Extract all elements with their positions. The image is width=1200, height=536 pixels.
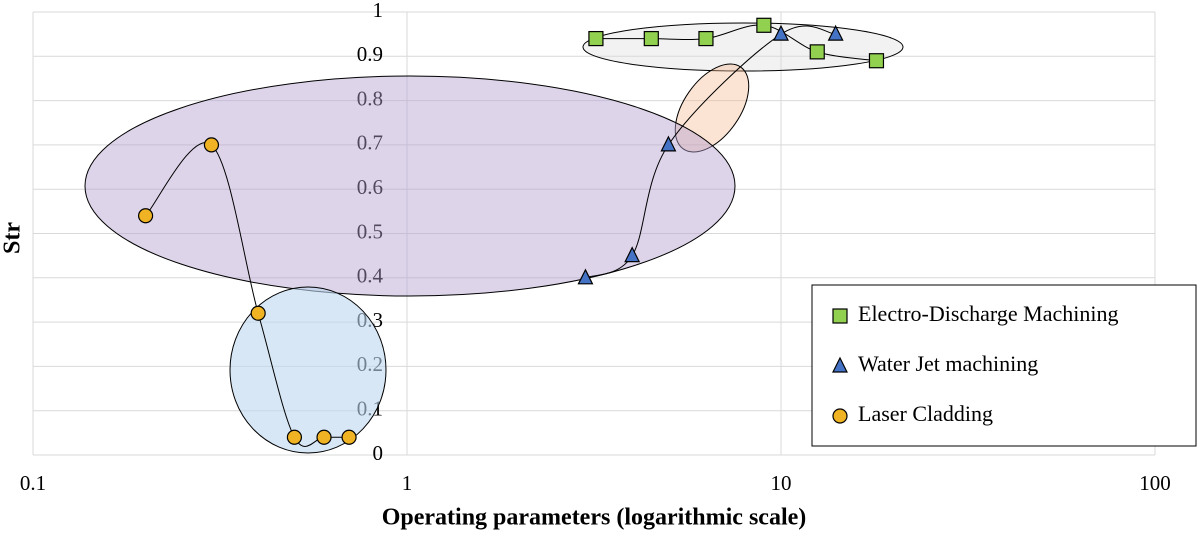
regions — [84, 22, 904, 454]
point — [316, 429, 332, 445]
y-axis-title: Str — [0, 222, 26, 254]
legend: Electro-Discharge Machining Water Jet mac… — [832, 301, 1118, 426]
legend-label: Electro-Discharge Machining — [858, 301, 1118, 326]
region-ellipse — [229, 286, 387, 454]
plot — [137, 17, 885, 447]
legend-marker — [832, 408, 848, 424]
legend-marker — [832, 356, 848, 373]
x-axis-title: Operating parameters (logarithmic scale) — [382, 505, 807, 531]
y-tick-label: 0.4 — [357, 264, 384, 288]
x-tick-label: 10 — [771, 471, 792, 495]
point — [809, 44, 825, 60]
point — [286, 429, 303, 445]
point — [773, 24, 789, 41]
point — [588, 30, 604, 47]
x-tick-label: 0.1 — [20, 471, 46, 495]
point — [341, 429, 357, 445]
legend-marker — [832, 308, 848, 324]
point — [203, 137, 220, 153]
point — [827, 24, 844, 41]
y-tick-label: 0.7 — [357, 131, 383, 155]
point — [756, 17, 772, 33]
point — [577, 268, 594, 285]
y-tick-label: 0.9 — [357, 42, 383, 66]
x-tick-label: 1 — [402, 471, 413, 495]
y-tick-label: 0.8 — [357, 86, 383, 110]
point — [643, 30, 659, 47]
y-tick-label: 1 — [373, 0, 384, 22]
point — [698, 30, 714, 47]
y-tick-label: 0.6 — [357, 175, 383, 199]
y-tick-label: 0 — [373, 441, 384, 465]
region-ellipse — [582, 22, 904, 72]
legend-box — [811, 284, 1197, 447]
x-tick-label: 100 — [1139, 471, 1171, 495]
point — [660, 135, 677, 152]
y-tick-label: 0.5 — [357, 219, 383, 243]
point — [624, 246, 641, 263]
point — [250, 305, 266, 321]
legend-label: Laser Cladding — [858, 401, 993, 426]
point — [137, 208, 154, 224]
region-ellipse — [84, 75, 736, 297]
legend-label: Water Jet machining — [858, 351, 1038, 376]
point — [868, 53, 885, 69]
